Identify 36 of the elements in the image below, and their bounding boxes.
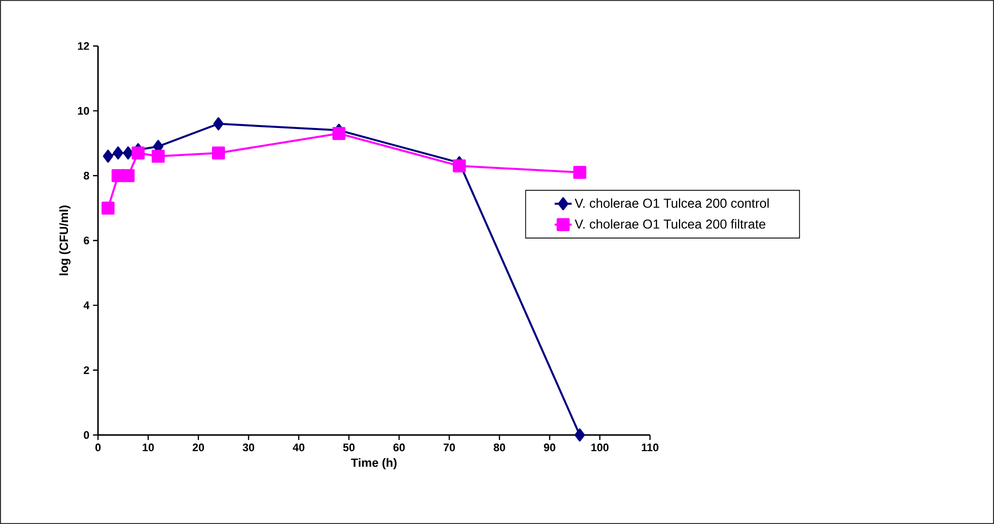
point	[102, 150, 114, 163]
x-tick-label: 40	[292, 444, 304, 452]
point	[574, 428, 585, 442]
point	[452, 159, 466, 172]
point	[212, 146, 225, 160]
y-tick-label: 10	[78, 106, 90, 115]
point	[332, 127, 346, 140]
legend-label: V. cholerae O1 Tulcea 200 control	[574, 198, 769, 208]
x-tick-label: 80	[494, 444, 506, 452]
point	[122, 146, 134, 160]
point	[102, 202, 115, 215]
x-axis-title: Time (h)	[351, 458, 397, 470]
point	[213, 117, 224, 130]
x-tick-label: 70	[444, 444, 455, 452]
x-tick-label: 100	[591, 444, 609, 452]
point	[152, 150, 165, 163]
legend-label: V. cholerae O1 Tulcea 200 filtrate	[574, 219, 766, 229]
y-tick-label: 2	[84, 366, 90, 374]
x-tick-label: 60	[393, 444, 405, 452]
x-tick-label: 0	[95, 444, 101, 452]
y-axis-title: log (CFU/ml)	[59, 206, 70, 276]
y-tick-label: 4	[84, 302, 90, 310]
point	[573, 166, 586, 179]
x-tick-label: 10	[142, 444, 154, 452]
y-tick-label: 0	[84, 431, 90, 439]
y-tick-label: 6	[84, 236, 90, 244]
x-tick-label: 110	[642, 444, 658, 452]
y-tick-label: 12	[78, 42, 90, 50]
x-tick-label: 20	[192, 444, 204, 452]
point	[132, 146, 145, 160]
point	[122, 169, 135, 182]
x-tick-label: 90	[544, 444, 556, 452]
x-tick-label: 30	[242, 444, 254, 452]
point	[112, 146, 124, 160]
x-tick-label: 50	[343, 444, 355, 452]
y-tick-label: 8	[84, 172, 90, 180]
